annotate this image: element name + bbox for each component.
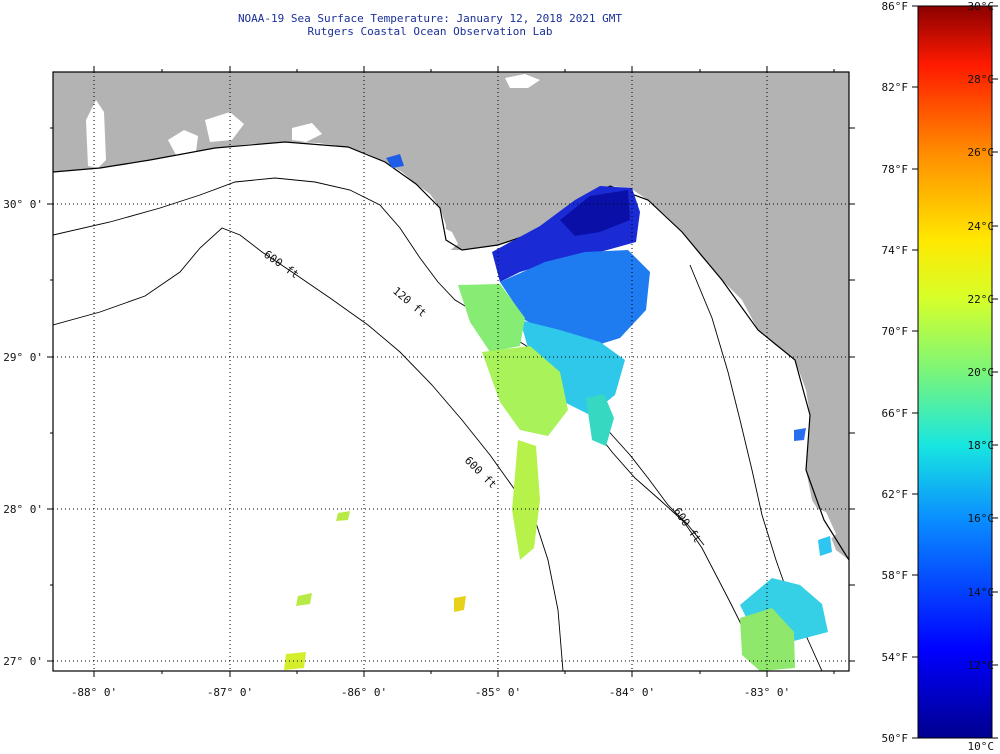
sst-patch-mid-blue: [500, 250, 650, 348]
sst-patch-south-yellow: [284, 652, 306, 670]
map-frame: [52, 71, 850, 672]
c-label-24: 24°C: [968, 220, 995, 233]
axis-ticks: [47, 66, 855, 677]
sst-patch-cyan: [520, 320, 625, 415]
c-label-30: 30°C: [968, 0, 995, 13]
lat-label-29: 29° 0': [3, 351, 43, 364]
right-ticks: [849, 127, 855, 662]
f-label-74: 74°F: [882, 244, 909, 257]
c-label-16: 16°C: [968, 512, 995, 525]
f-label-54: 54°F: [882, 651, 909, 664]
choctawhatchee-bay: [205, 112, 244, 142]
c-label-18: 18°C: [968, 439, 995, 452]
lat-label-28: 28° 0': [3, 503, 43, 516]
sst-patch-green-nearshore: [458, 284, 525, 352]
f-label-66: 66°F: [882, 407, 909, 420]
c-label-14: 14°C: [968, 586, 995, 599]
colorbar-celsius-labels: 30°C 28°C 26°C 24°C 22°C 20°C 18°C 16°C …: [968, 0, 995, 753]
colorbar-fahrenheit-labels: 86°F 82°F 78°F 74°F 70°F 66°F 62°F 58°F …: [882, 0, 909, 745]
contour-120ft: [53, 177, 705, 546]
f-label-82: 82°F: [882, 81, 909, 94]
top-ticks: [93, 66, 835, 72]
apalachicola-bay: [438, 226, 458, 252]
lon-label-85: -85° 0': [475, 686, 521, 699]
f-label-50: 50°F: [882, 732, 909, 745]
sst-data-overlay: [284, 154, 832, 671]
map-subtitle: Rutgers Coastal Ocean Observation Lab: [307, 25, 553, 38]
sst-patch-small-green-1: [296, 593, 312, 606]
sst-patch-cyan-reef: [586, 394, 614, 446]
left-ticks: [47, 127, 53, 662]
f-label-78: 78°F: [882, 163, 909, 176]
lon-label-86: -86° 0': [341, 686, 387, 699]
c-label-10: 10°C: [968, 740, 995, 753]
land-mass: [53, 72, 849, 560]
c-label-12: 12°C: [968, 659, 995, 672]
colorbar-gradient: [917, 5, 993, 739]
sst-patch-southeast-green: [740, 608, 795, 671]
mobile-bay: [86, 100, 106, 168]
lon-label-88: -88° 0': [71, 686, 117, 699]
f-label-58: 58°F: [882, 569, 909, 582]
sst-patch-yellowgreen-shelf: [482, 346, 568, 436]
f-label-70: 70°F: [882, 325, 909, 338]
st-andrew-bay: [292, 123, 322, 142]
f-label-86: 86°F: [882, 0, 909, 13]
c-label-20: 20°C: [968, 366, 995, 379]
lon-label-87: -87° 0': [207, 686, 253, 699]
bottom-ticks: [93, 671, 835, 677]
colorbar: 86°F 82°F 78°F 74°F 70°F 66°F 62°F 58°F …: [882, 0, 998, 753]
c-label-22: 22°C: [968, 293, 995, 306]
sst-patch-panhandle-blue: [386, 154, 404, 168]
sst-patch-yellowgreen-tongue: [512, 440, 540, 560]
c-label-28: 28°C: [968, 73, 995, 86]
inland-lake: [505, 74, 540, 88]
colorbar-ticks: [912, 5, 998, 739]
lon-label-84: -84° 0': [609, 686, 655, 699]
colorbar-fahrenheit-ticks: [912, 5, 918, 739]
c-label-26: 26°C: [968, 146, 995, 159]
lat-label-27: 27° 0': [3, 655, 43, 668]
sst-patch-small-blue: [794, 428, 806, 441]
lat-label-30: 30° 0': [3, 198, 43, 211]
f-label-62: 62°F: [882, 488, 909, 501]
map-title: NOAA-19 Sea Surface Temperature: January…: [237, 12, 623, 25]
pensacola-bay: [168, 130, 198, 155]
sst-patch-small-green-2: [336, 511, 350, 521]
sst-patch-tampa-cyan: [818, 536, 832, 556]
graticule: [53, 72, 849, 671]
map-area: 120 ft 600 ft 600 ft 600 ft: [53, 72, 849, 671]
lon-label-83: -83° 0': [744, 686, 790, 699]
sst-patch-south-orange: [454, 596, 466, 612]
colorbar-celsius-ticks: [992, 5, 998, 739]
sst-patch-dark-coast: [560, 190, 630, 236]
